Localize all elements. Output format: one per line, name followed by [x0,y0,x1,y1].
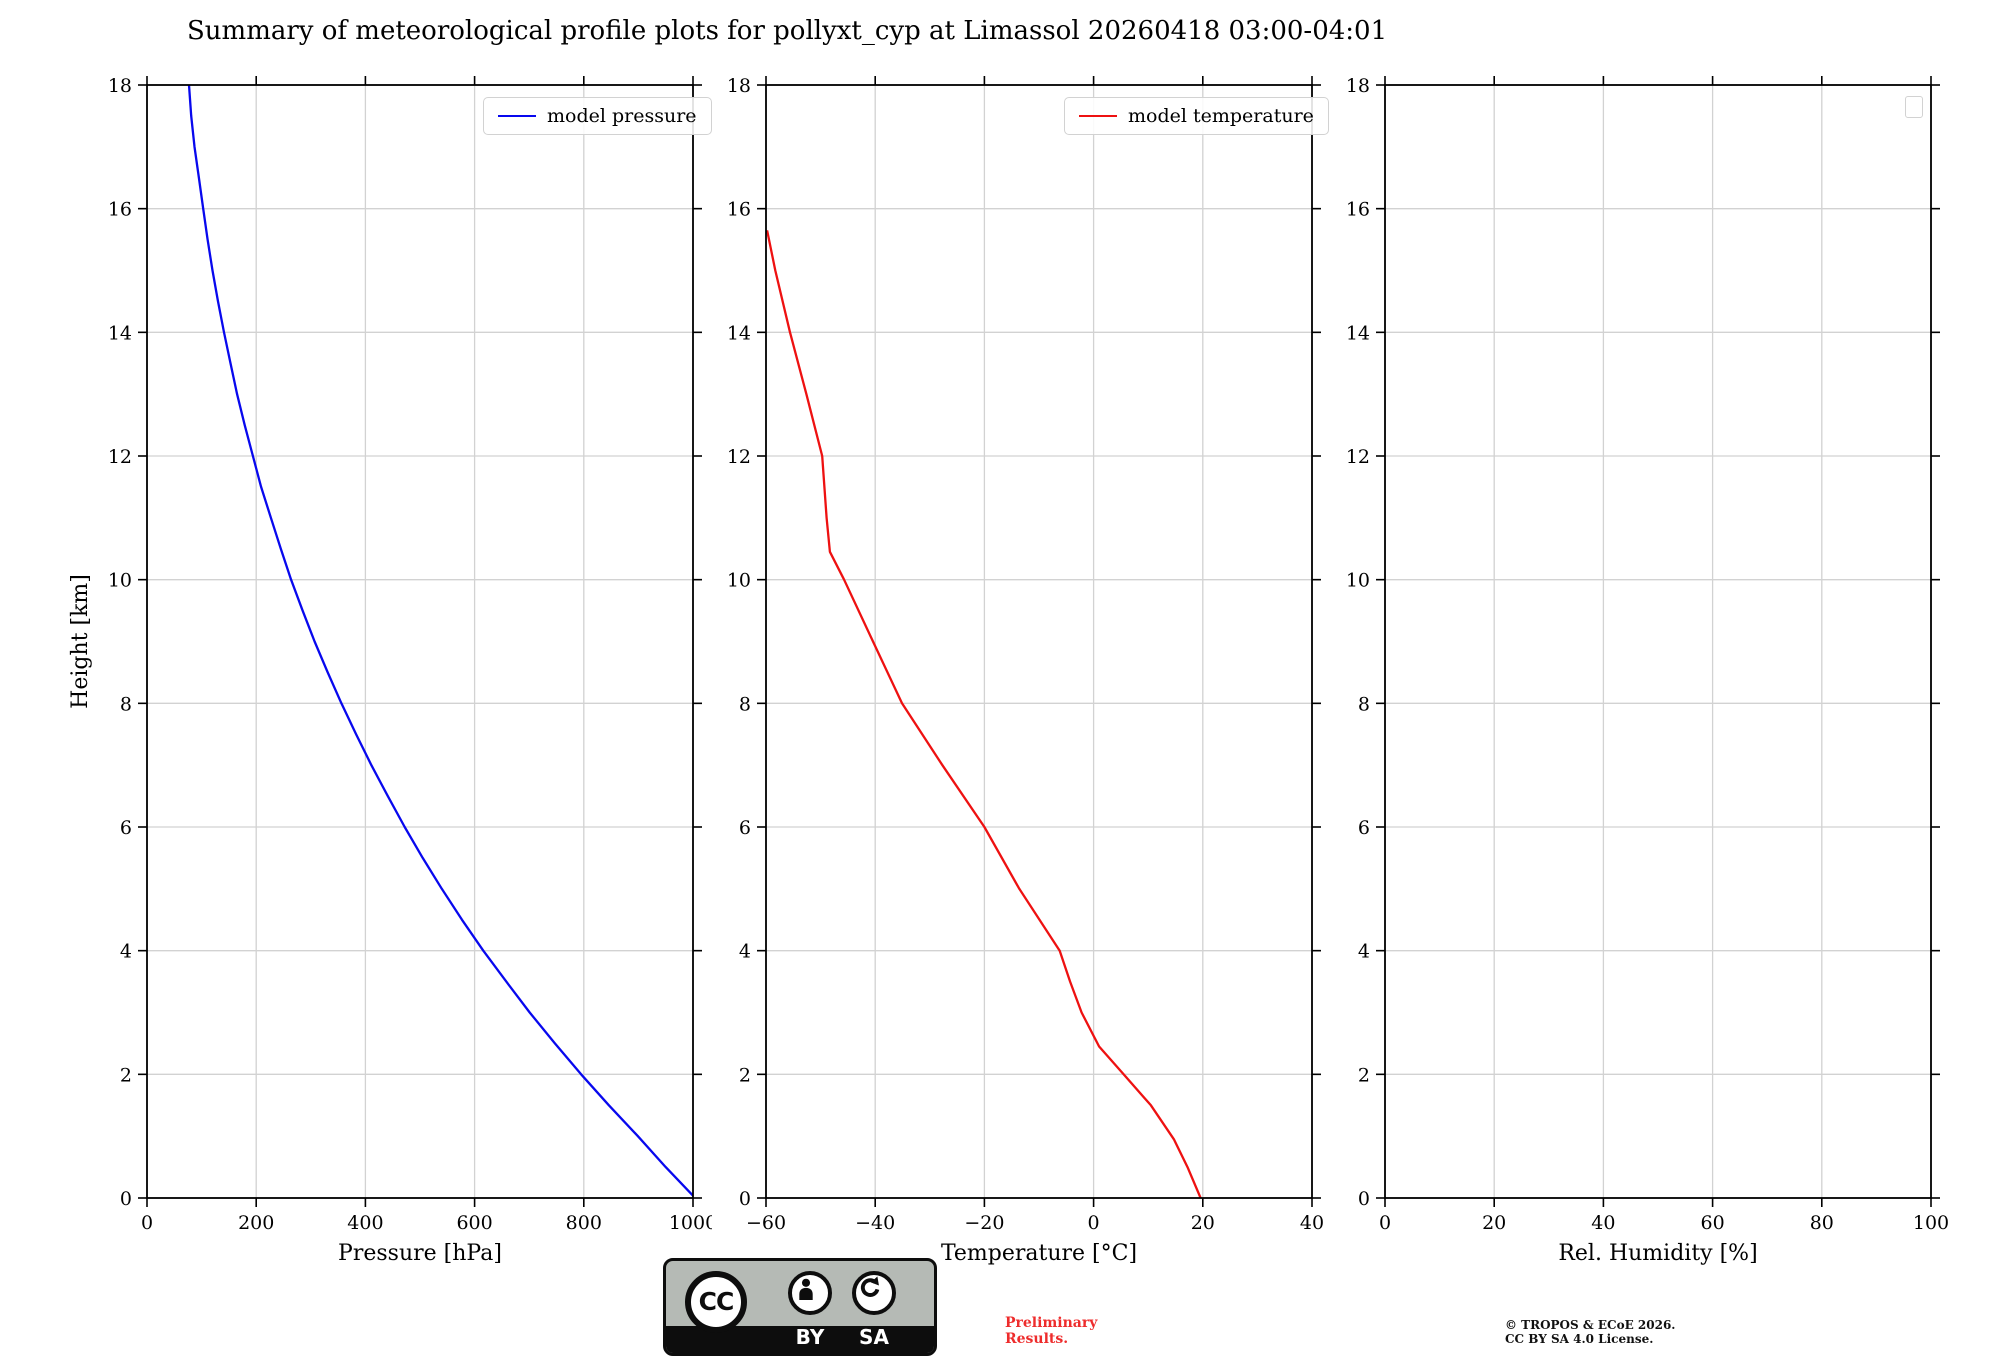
x-tick-label: 20 [1482,1212,1506,1234]
preliminary-line1: Preliminary [1005,1315,1098,1331]
plot-border [1384,84,1932,1199]
x-tick-label: 800 [566,1212,602,1234]
plot-border [765,84,1313,1199]
y-tick-label: 4 [120,941,132,963]
temperature-legend-label: model temperature [1128,105,1314,127]
y-tick-label: 10 [727,570,751,592]
x-tick-label: −60 [746,1212,786,1234]
x-tick-label: 60 [1701,1212,1725,1234]
preliminary-results-note: Preliminary Results. [1005,1315,1097,1347]
plot-border [146,84,694,1199]
temperature-plot: −60 −40 −20 0 20 40 0 2 4 6 8 10 12 14 16 18 Temperature… [727,75,1324,1266]
y-tick-label: 0 [120,1188,132,1210]
y-tick-label: 12 [108,446,132,468]
pressure-legend-line-icon [498,115,536,117]
x-tick-label: 40 [1591,1212,1615,1234]
pressure-legend: model pressure [483,97,712,135]
humidity-plot: 0 20 40 60 80 100 0 2 4 6 8 10 12 14 16 18 Rel. Humidity… [1346,75,1949,1266]
sa-arrow-icon [852,1271,896,1315]
x-tick-label: 200 [238,1212,274,1234]
preliminary-line2: Results. [1005,1331,1069,1348]
x-tick-label: 80 [1810,1212,1834,1234]
y-tick-label: 14 [727,322,751,344]
x-tick-label: 0 [141,1212,153,1234]
y-tick-label: 6 [120,817,132,839]
copyright-note: © TROPOS & ECoE 2026. CC BY SA 4.0 Licen… [1505,1318,1675,1346]
y-tick-label: 8 [120,693,132,715]
figure-title: Summary of meteorological profile plots … [187,16,1388,46]
y-tick-label: 18 [108,75,132,97]
y-tick-label: 8 [1358,693,1370,715]
cc-icon: CC [685,1271,747,1333]
series-line [766,230,1202,1198]
y-axis-label: Height [km] [68,574,93,709]
x-tick-label: 0 [1379,1212,1391,1234]
y-tick-label: 0 [1358,1188,1370,1210]
y-tick-label: 4 [1358,941,1370,963]
y-tick-label: 6 [1358,817,1370,839]
y-tick-label: 4 [739,941,751,963]
y-tick-label: 16 [1346,199,1370,221]
x-axis-label: Rel. Humidity [%] [1558,1241,1757,1266]
y-tick-label: 2 [739,1064,751,1086]
temperature-legend: model temperature [1064,97,1329,135]
pressure-plot: 0 200 400 600 800 1000 0 2 4 6 8 10 12 14 16 18 Pressure… [68,75,712,1266]
humidity-empty-legend [1905,96,1923,118]
by-person-icon [788,1271,832,1315]
y-tick-label: 12 [727,446,751,468]
pressure-legend-label: model pressure [547,105,697,127]
x-axis-label: Pressure [hPa] [338,1241,502,1266]
y-tick-label: 14 [1346,322,1370,344]
x-tick-label: 40 [1300,1212,1324,1234]
x-tick-label: 600 [456,1212,492,1234]
copyright-line1: © TROPOS & ECoE 2026. [1505,1318,1676,1332]
y-tick-label: 8 [739,693,751,715]
x-tick-label: 100 [1913,1212,1949,1234]
copyright-line2: CC BY SA 4.0 License. [1505,1332,1654,1347]
y-tick-label: 18 [1346,75,1370,97]
x-tick-label: −40 [855,1212,895,1234]
y-tick-label: 6 [739,817,751,839]
cc-by-sa-badge: CC BY SA [663,1258,937,1356]
x-tick-label: 20 [1191,1212,1215,1234]
x-tick-label: −20 [964,1212,1004,1234]
y-tick-label: 2 [120,1064,132,1086]
y-tick-label: 10 [108,570,132,592]
y-tick-label: 18 [727,75,751,97]
y-tick-label: 16 [108,199,132,221]
by-label: BY [795,1325,825,1349]
sa-label: SA [859,1325,889,1349]
x-axis-label: Temperature [°C] [941,1241,1137,1266]
y-tick-label: 14 [108,322,132,344]
y-tick-label: 2 [1358,1064,1370,1086]
series-line [187,85,693,1198]
y-tick-label: 16 [727,199,751,221]
temperature-legend-line-icon [1079,115,1117,117]
x-tick-label: 1000 [669,1212,712,1234]
x-tick-label: 400 [347,1212,383,1234]
y-tick-label: 10 [1346,570,1370,592]
y-tick-label: 12 [1346,446,1370,468]
x-tick-label: 0 [1088,1212,1100,1234]
y-tick-label: 0 [739,1188,751,1210]
